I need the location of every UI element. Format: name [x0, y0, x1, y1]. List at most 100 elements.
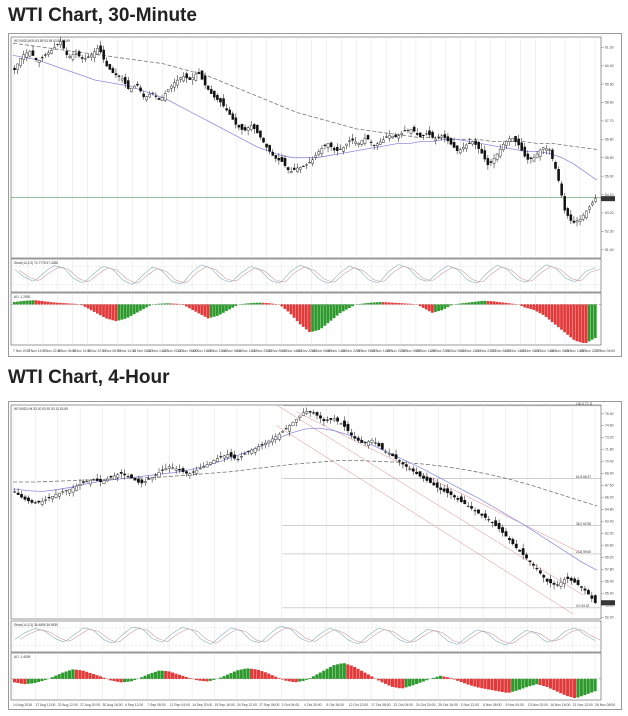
candle-body — [507, 537, 511, 541]
oscillator-bar — [295, 304, 299, 322]
candle-body — [501, 143, 505, 151]
x-tick-label: 14 Aug 2018 — [13, 703, 32, 707]
oscillator-bar — [116, 678, 120, 682]
oscillator-bar — [500, 678, 504, 692]
oscillator-bar — [166, 303, 170, 305]
oscillator-bar — [172, 303, 176, 305]
candle-body — [415, 132, 419, 135]
candle-body — [16, 63, 19, 70]
candle-body — [205, 464, 209, 468]
y-tick-label: 52.30 — [605, 230, 614, 234]
x-tick-label: 14 Sep 20:00 — [192, 703, 212, 707]
x-tick-label: 13 Nov 14:00 — [192, 349, 212, 353]
oscillator-bar — [67, 670, 72, 679]
candle-body — [326, 143, 330, 148]
x-tick-label: 1 Nov 12:00 — [461, 703, 479, 707]
oscillator-bar — [323, 304, 327, 326]
candle-body — [455, 145, 459, 152]
oscillator-bar — [332, 665, 336, 679]
stochastic-d-line — [18, 265, 601, 284]
y-tick-label: 66.20 — [605, 496, 614, 500]
oscillator-bar — [366, 302, 370, 305]
oscillator-bar — [593, 304, 597, 338]
candle-body — [566, 208, 570, 216]
oscillator-bar — [301, 678, 305, 681]
oscillator-bar — [535, 304, 539, 312]
chart-canvas-4-hour: 14 Aug 2018 17 Aug 12:00 22 Aug 12:00 27 Au… — [10, 402, 615, 707]
candle-body — [119, 472, 123, 474]
candle-body — [173, 82, 176, 88]
y-tick-label: 71.80 — [605, 448, 614, 452]
x-tick-label: 9 Oct 16:00 — [326, 703, 344, 707]
candle-body — [120, 78, 124, 81]
fibonacci-level-label: 23.6 59.60 — [576, 550, 591, 554]
candle-body — [271, 151, 275, 156]
oscillator-bar — [583, 678, 587, 696]
oscillator-bar — [142, 304, 145, 310]
oscillator-bar — [369, 302, 373, 305]
candle-body — [236, 458, 240, 460]
oscillator-bar — [222, 676, 226, 679]
y-tick-label: 67.60 — [605, 484, 614, 488]
wti-30-minute-chart[interactable]: 7 Nov 2018 7 Nov 14:00 7 Nov 22:00 8 Nov 06… — [8, 33, 622, 357]
candle-body — [320, 148, 324, 154]
candle-body — [219, 98, 222, 103]
oscillator-bar — [311, 304, 314, 332]
candle-body — [85, 481, 89, 483]
fibonacci-level-label: 0.0 53.32 — [576, 604, 590, 608]
candle-body — [351, 138, 354, 141]
x-tick-label: 8 Nov 14:00 — [73, 349, 91, 353]
candle-body — [82, 481, 85, 483]
oscillator-bar — [129, 304, 133, 316]
candle-body — [130, 474, 133, 479]
oscillator-bar — [418, 304, 422, 307]
oscillator-bar — [225, 674, 230, 679]
oscillator-bar — [563, 304, 566, 333]
oscillator-bar — [511, 678, 515, 692]
oscillator-bar — [372, 302, 376, 305]
x-tick-label: 19 Nov 14:00 — [371, 349, 391, 353]
fast-moving-average-line — [12, 55, 598, 181]
oscillator-bar — [16, 301, 19, 305]
candle-body — [185, 471, 188, 474]
oscillator-bar — [394, 678, 398, 688]
candle-body — [202, 466, 206, 468]
oscillator-bar — [401, 678, 405, 689]
oscillator-bar — [145, 304, 148, 308]
x-tick-label: 29 Oct 16:00 — [438, 703, 458, 707]
oscillator-bar — [569, 678, 573, 698]
candle-body — [237, 125, 241, 128]
oscillator-bar — [280, 304, 284, 307]
oscillator-bar — [528, 678, 532, 687]
candle-body — [456, 498, 460, 500]
oscillator-bar — [421, 678, 425, 682]
chart-title-30-minute: WTI Chart, 30-Minute — [8, 5, 197, 26]
oscillator-bar — [431, 304, 434, 313]
oscillator-bar — [370, 676, 374, 679]
candle-body — [497, 522, 501, 530]
oscillator-bar — [16, 678, 20, 684]
x-tick-label: 19 Sep 16:00 — [214, 703, 234, 707]
candle-body — [411, 468, 415, 472]
oscillator-bar — [119, 678, 123, 683]
y-tick-label: 60.40 — [605, 64, 614, 68]
wti-4-hour-chart[interactable]: 14 Aug 2018 17 Aug 12:00 22 Aug 12:00 27 Au… — [8, 401, 622, 710]
candle-body — [50, 50, 53, 54]
x-tick-label: 15 Nov 22:00 — [297, 349, 317, 353]
oscillator-bar — [59, 302, 62, 305]
oscillator-bar — [102, 304, 105, 317]
oscillator-bar — [346, 664, 350, 679]
candle-body — [257, 446, 261, 451]
candle-body — [288, 425, 291, 432]
candle-body — [363, 442, 367, 444]
oscillator-bar — [538, 678, 542, 686]
oscillator-bar — [205, 678, 209, 682]
candle-body — [379, 141, 382, 145]
candle-body — [412, 126, 416, 132]
y-tick-label: 59.20 — [605, 556, 614, 560]
oscillator-bar — [177, 674, 181, 679]
candle-body — [584, 210, 588, 219]
y-tick-label: 55.00 — [605, 592, 614, 596]
candle-body — [147, 478, 151, 480]
